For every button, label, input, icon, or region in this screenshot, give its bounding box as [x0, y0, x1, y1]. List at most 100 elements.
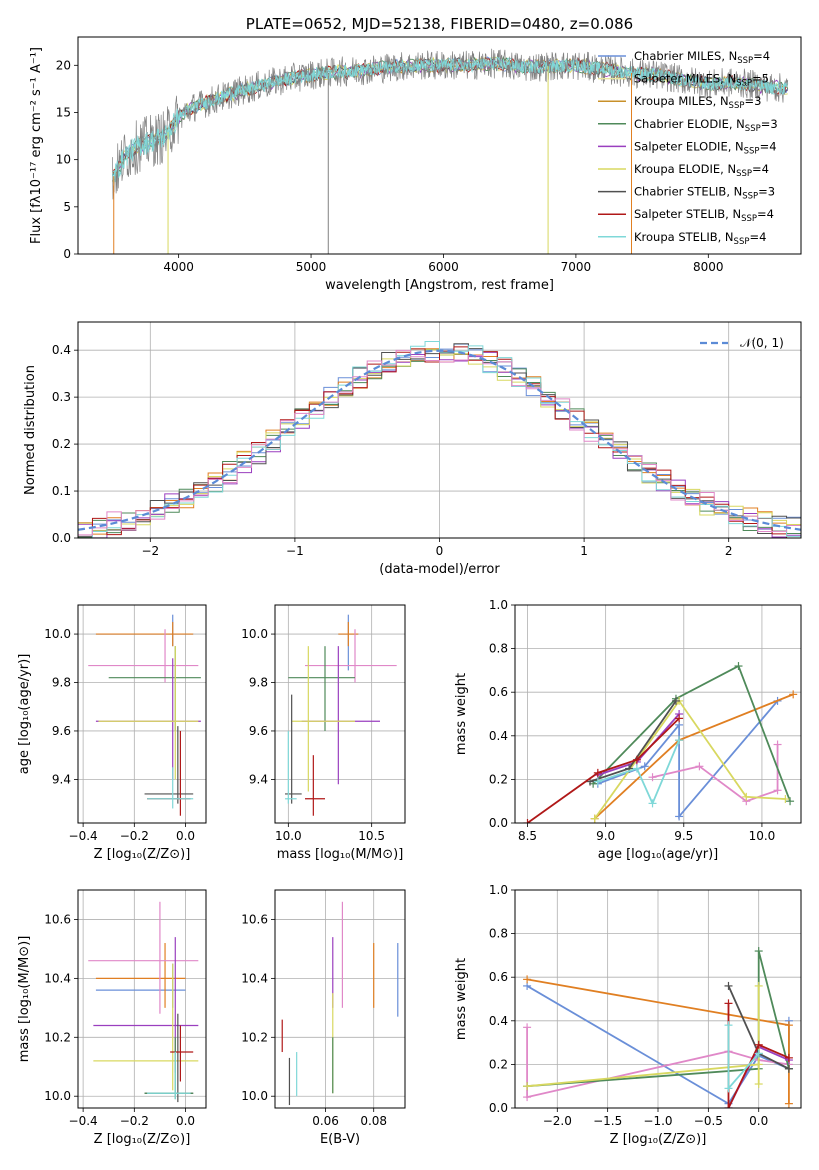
series-line — [597, 739, 680, 806]
axes-frame — [514, 889, 802, 1109]
legend: 𝒩(0, 1) — [700, 336, 784, 350]
y-tick-label: 10.6 — [241, 912, 268, 926]
plot-area — [285, 614, 397, 816]
series-marker — [784, 1064, 793, 1073]
errorbar-point — [88, 901, 199, 1014]
plot-area — [88, 614, 201, 816]
chart-age-vs-Z: −0.4 −0.2 0.0 9.4 9.6 9.8 10.0 Z [log₁₀(Z/Z⊙)] a… — [17, 604, 207, 862]
y-axis-label: age [log₁₀(age/yr)] — [17, 654, 32, 775]
y-tick-label: 0 — [63, 247, 71, 261]
legend-label: Chabrier STELIB, NSSP=3 — [634, 185, 775, 202]
legend-label: Salpeter MILES, NSSP=5 — [634, 72, 769, 89]
axes-frame — [77, 321, 802, 539]
legend-label: Kroupa STELIB, NSSP=4 — [634, 230, 766, 247]
axes-frame — [274, 889, 406, 1109]
plot-area — [111, 48, 789, 254]
series-marker — [724, 999, 733, 1008]
legend: Chabrier MILES, NSSP=4 Salpeter MILES, NS… — [598, 49, 778, 247]
x-tick-label: −0.2 — [120, 1114, 149, 1128]
chart-mass-vs-Z: −0.4 −0.2 0.0 10.0 10.2 10.4 10.6 Z [log₁₀(Z/Z⊙… — [17, 889, 207, 1147]
series-marker — [786, 797, 795, 806]
y-tick-label: 0.4 — [489, 1014, 508, 1028]
series-marker — [754, 1049, 763, 1058]
y-axis-label: Flux [fλ10⁻¹⁷ erg cm⁻² s⁻¹ A⁻¹] — [29, 47, 44, 244]
errorbar-point — [305, 755, 325, 816]
y-tick-label: 0.6 — [489, 970, 508, 984]
x-tick-label: −0.5 — [694, 1114, 723, 1128]
x-tick-label: −0.4 — [69, 1114, 98, 1128]
y-tick-label: 1.0 — [489, 883, 508, 897]
errorbar-point — [95, 943, 186, 1008]
legend-label: Chabrier ELODIE, NSSP=3 — [634, 117, 778, 134]
plot-area — [78, 340, 801, 538]
legend-label: Salpeter STELIB, NSSP=4 — [634, 207, 774, 224]
y-tick-label: 0.3 — [52, 390, 71, 404]
x-axis-label: E(B-V) — [320, 1132, 360, 1147]
y-tick-label: 10.0 — [241, 1089, 268, 1103]
series-marker — [724, 1021, 733, 1030]
legend-label: Chabrier MILES, NSSP=4 — [634, 49, 770, 66]
y-tick-label: 10.4 — [241, 971, 268, 985]
series-marker — [675, 812, 684, 821]
y-tick-label: 0.4 — [489, 729, 508, 743]
y-tick-label: 0.6 — [489, 685, 508, 699]
x-tick-label: −0.4 — [69, 829, 98, 843]
series-marker — [789, 690, 798, 699]
y-tick-label: 10.4 — [44, 971, 71, 985]
x-tick-label: 1 — [580, 544, 588, 558]
series-marker — [671, 696, 680, 705]
normal-curve — [78, 349, 801, 531]
errorbar-point — [88, 629, 199, 683]
y-tick-label: 9.4 — [52, 772, 71, 786]
y-tick-label: 0.2 — [489, 772, 508, 786]
series-marker — [773, 740, 782, 749]
series-marker — [781, 795, 790, 804]
series-line — [526, 717, 680, 823]
x-axis-label: age [log₁₀(age/yr)] — [598, 847, 719, 862]
observed-spectrum — [112, 56, 789, 186]
errorbar-point — [147, 1052, 191, 1100]
y-tick-label: 9.6 — [52, 724, 71, 738]
legend-label: Kroupa MILES, NSSP=3 — [634, 94, 761, 111]
y-tick-label: 9.4 — [249, 772, 268, 786]
legend-label: Salpeter ELODIE, NSSP=4 — [634, 139, 777, 156]
y-tick-label: 0.2 — [489, 1057, 508, 1071]
chart-spectrum: 4000 5000 6000 7000 8000 0 5 10 15 20 wavelength [… — [29, 15, 802, 293]
chart-age-vs-mass: 10.0 10.5 9.4 9.6 9.8 10.0 mass [log₁₀(M/M⊙)] — [241, 604, 406, 862]
axes-frame — [77, 604, 207, 824]
y-tick-label: 9.8 — [52, 676, 71, 690]
errorbar-point — [288, 646, 355, 731]
y-tick-label: 15 — [56, 105, 71, 119]
plot-area — [523, 947, 793, 1108]
x-tick-label: 4000 — [163, 260, 194, 274]
x-tick-label: 2 — [725, 544, 733, 558]
x-axis-label: Z [log₁₀(Z/Z⊙)] — [610, 1132, 707, 1147]
y-tick-label: 0.0 — [52, 531, 71, 545]
x-tick-label: −2 — [141, 544, 159, 558]
y-tick-label: 9.6 — [249, 724, 268, 738]
errorbar-point — [285, 730, 297, 804]
series-marker — [724, 981, 733, 990]
x-tick-label: −0.2 — [120, 829, 149, 843]
x-axis-label: wavelength [Angstrom, rest frame] — [325, 278, 554, 293]
x-axis-label: Z [log₁₀(Z/Z⊙)] — [94, 1132, 191, 1147]
x-tick-label: −1 — [286, 544, 304, 558]
x-tick-label: 9.5 — [674, 829, 693, 843]
plot-area — [281, 901, 399, 1106]
y-tick-label: 10.0 — [44, 1089, 71, 1103]
x-tick-label: 8.5 — [518, 829, 537, 843]
series-marker — [523, 1082, 532, 1091]
chart-mass-vs-ebv: 0.06 0.08 10.0 10.2 10.4 10.6 E(B-V) — [241, 889, 406, 1147]
y-tick-label: 5 — [63, 200, 71, 214]
errorbar-point — [98, 646, 199, 780]
y-tick-label: 0.2 — [52, 437, 71, 451]
axes-frame — [274, 604, 406, 824]
legend-label: Kroupa ELODIE, NSSP=4 — [634, 162, 769, 179]
errorbar-point — [291, 646, 355, 792]
errorbar-point — [108, 646, 201, 731]
observed-spectrum — [112, 48, 789, 200]
errorbar-point — [147, 730, 191, 816]
x-tick-label: 8000 — [693, 260, 724, 274]
series-line — [592, 664, 791, 802]
y-tick-label: 20 — [56, 58, 71, 72]
